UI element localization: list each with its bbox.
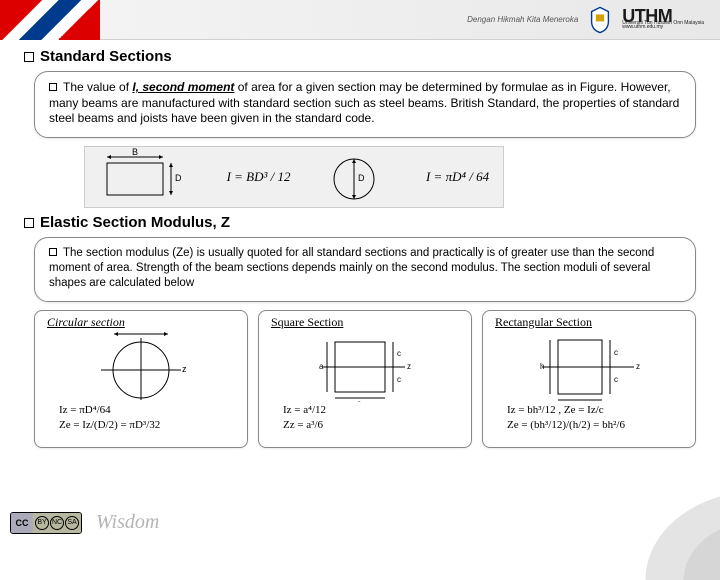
cc-by-icon: BY <box>35 516 49 530</box>
circle-section-diagram: D <box>328 151 388 203</box>
heading1-text: Standard Sections <box>40 48 172 65</box>
cc-sa-icon: SA <box>65 516 79 530</box>
cc-label: CC <box>11 513 33 533</box>
svg-text:z: z <box>407 362 411 371</box>
wisdom-watermark: Wisdom <box>96 511 159 534</box>
svg-text:c: c <box>397 375 401 384</box>
svg-text:z: z <box>182 364 186 374</box>
bullet-square-icon <box>24 218 34 228</box>
rect-diagram: c c h b z <box>534 332 644 402</box>
header-bar: Dengan Hikmah Kita Meneroka UTHM Univers… <box>0 0 720 40</box>
heading-standard-sections: Standard Sections <box>24 48 696 65</box>
bullet-square-icon <box>49 248 57 256</box>
circ-eq1: Iz = πD⁴/64 <box>39 404 111 417</box>
heading-elastic-modulus: Elastic Section Modulus, Z <box>24 214 696 231</box>
svg-text:D: D <box>175 173 182 183</box>
sections-row: Circular section D z Iz = πD⁴/64 Ze = Iz… <box>34 310 696 448</box>
uthm-logo: UTHM Universiti Tun Hussein Onn Malaysia… <box>622 10 704 30</box>
svg-text:c: c <box>614 348 618 357</box>
body1-em: I, second moment <box>132 80 234 94</box>
corner-swoosh-decoration <box>580 440 720 580</box>
sq-eq2: Zz = a³/6 <box>263 419 323 432</box>
rect-eq2: Ze = (bh³/12)/(h/2) = bh²/6 <box>487 419 625 432</box>
svg-text:D: D <box>358 173 365 183</box>
bullet-square-icon <box>24 52 34 62</box>
svg-text:h: h <box>540 362 544 371</box>
svg-text:B: B <box>132 147 138 157</box>
formula-figure-row: B D I = BD³ / 12 D I = πD⁴ / 64 <box>84 146 504 208</box>
text-box-1: The value of I, second moment of area fo… <box>34 71 696 138</box>
square-title: Square Section <box>263 315 343 330</box>
svg-text:D: D <box>138 332 145 334</box>
circle-formula: I = πD⁴ / 64 <box>426 169 489 185</box>
rect-section-diagram: B D <box>99 151 189 203</box>
cc-license-badge: CC BY NC SA <box>10 512 82 534</box>
svg-text:c: c <box>614 375 618 384</box>
flag-stripes <box>0 0 100 40</box>
footer: CC BY NC SA Wisdom <box>10 511 159 534</box>
cc-nc-icon: NC <box>50 516 64 530</box>
bullet-square-icon <box>49 83 57 91</box>
slide-content: Standard Sections The value of I, second… <box>24 44 696 448</box>
body2: The section modulus (Ze) is usually quot… <box>49 247 654 289</box>
rect-formula: I = BD³ / 12 <box>227 169 291 185</box>
rect-section-box: Rectangular Section c c h b z Iz = bh³/1… <box>482 310 696 448</box>
svg-text:z: z <box>636 362 640 371</box>
svg-text:c: c <box>397 349 401 358</box>
rect-title: Rectangular Section <box>487 315 592 330</box>
square-section-box: Square Section c c a a z Iz = a⁴/12 Zz =… <box>258 310 472 448</box>
circular-section-box: Circular section D z Iz = πD⁴/64 Ze = Iz… <box>34 310 248 448</box>
svg-text:b: b <box>577 401 582 402</box>
square-diagram: c c a a z <box>315 332 415 402</box>
circ-eq2: Ze = Iz/(D/2) = πD³/32 <box>39 419 160 432</box>
circular-title: Circular section <box>39 315 125 330</box>
circular-diagram: D z <box>96 332 186 402</box>
text-box-2: The section modulus (Ze) is usually quot… <box>34 237 696 302</box>
rect-eq1: Iz = bh³/12 , Ze = Iz/c <box>487 404 604 417</box>
tagline: Dengan Hikmah Kita Meneroka <box>467 15 578 24</box>
svg-text:a: a <box>319 362 324 371</box>
seal-icon <box>586 6 614 34</box>
svg-text:a: a <box>357 399 362 402</box>
heading2-text: Elastic Section Modulus, Z <box>40 214 230 231</box>
logo-url: www.uthm.edu.my <box>622 26 704 30</box>
body1-pre: The value of <box>63 80 132 94</box>
sq-eq1: Iz = a⁴/12 <box>263 404 326 417</box>
logo-area: Dengan Hikmah Kita Meneroka UTHM Univers… <box>467 6 720 34</box>
